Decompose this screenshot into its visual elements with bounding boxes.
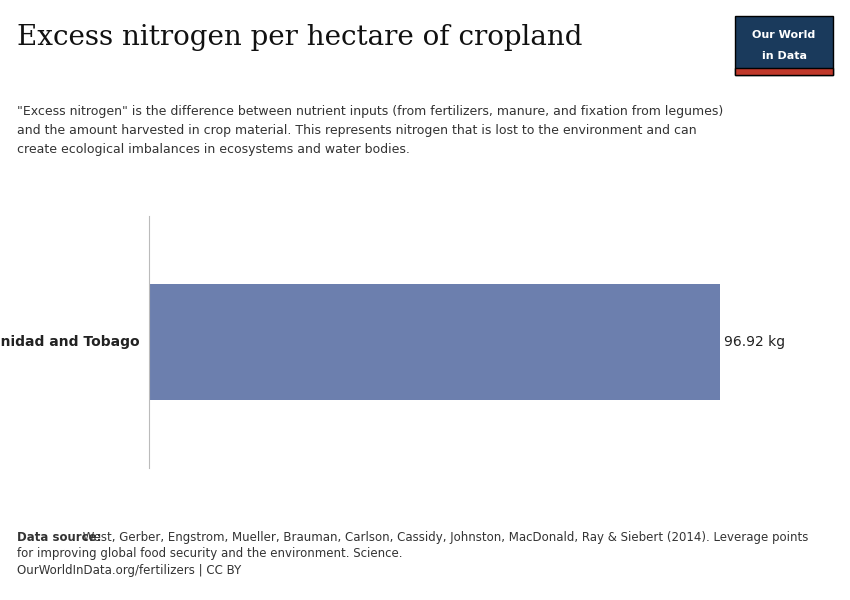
Text: West, Gerber, Engstrom, Mueller, Brauman, Carlson, Cassidy, Johnston, MacDonald,: West, Gerber, Engstrom, Mueller, Brauman… xyxy=(79,531,808,544)
Text: OurWorldInData.org/fertilizers | CC BY: OurWorldInData.org/fertilizers | CC BY xyxy=(17,564,241,577)
Text: for improving global food security and the environment. Science.: for improving global food security and t… xyxy=(17,547,403,560)
Text: Excess nitrogen per hectare of cropland: Excess nitrogen per hectare of cropland xyxy=(17,24,582,51)
Text: Trinidad and Tobago: Trinidad and Tobago xyxy=(0,335,140,349)
Text: create ecological imbalances in ecosystems and water bodies.: create ecological imbalances in ecosyste… xyxy=(17,143,410,157)
Text: "Excess nitrogen" is the difference between nutrient inputs (from fertilizers, m: "Excess nitrogen" is the difference betw… xyxy=(17,105,723,118)
Text: Our World: Our World xyxy=(752,30,816,40)
Text: and the amount harvested in crop material. This represents nitrogen that is lost: and the amount harvested in crop materia… xyxy=(17,124,697,137)
Text: 96.92 kg: 96.92 kg xyxy=(724,335,785,349)
Text: in Data: in Data xyxy=(762,51,807,61)
Bar xyxy=(149,284,720,400)
Text: Data source:: Data source: xyxy=(17,531,101,544)
